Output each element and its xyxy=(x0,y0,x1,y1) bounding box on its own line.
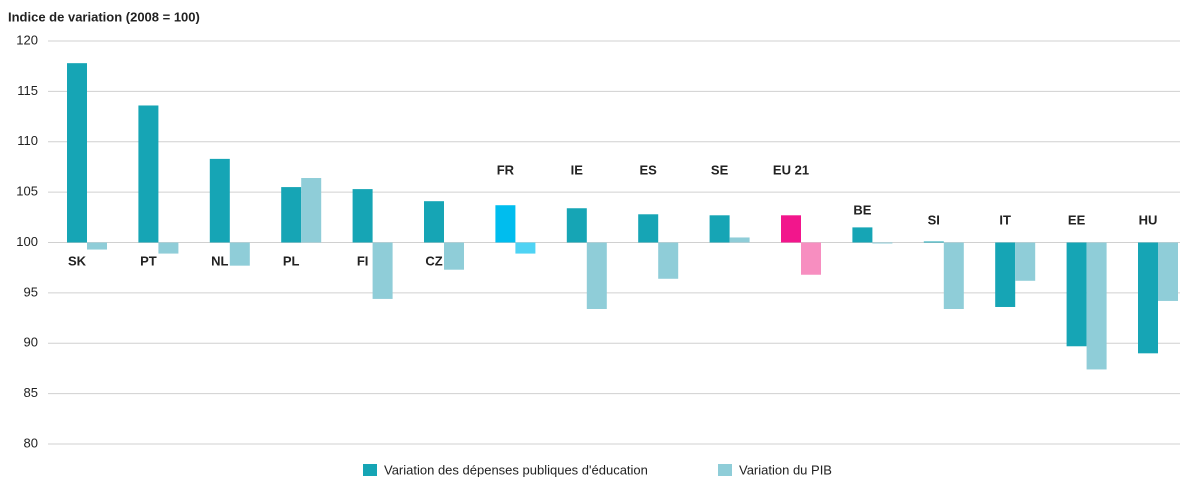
category-label: HU xyxy=(1139,212,1158,227)
category-label: IT xyxy=(999,212,1011,227)
y-tick-label: 85 xyxy=(24,385,38,400)
bar xyxy=(586,242,607,309)
bar xyxy=(658,242,679,279)
category-label: PT xyxy=(140,253,157,268)
bar xyxy=(87,242,107,250)
bar xyxy=(1086,242,1107,370)
bar xyxy=(301,178,322,243)
bar xyxy=(566,208,587,243)
bar xyxy=(67,63,87,243)
category-label: SI xyxy=(928,212,940,227)
bar xyxy=(1015,242,1036,281)
legend-label: Variation des dépenses publiques d'éduca… xyxy=(384,462,648,477)
bar xyxy=(872,242,893,244)
bar xyxy=(1138,242,1158,354)
category-label: SK xyxy=(68,253,87,268)
bar xyxy=(424,201,444,243)
y-tick-label: 105 xyxy=(16,184,38,199)
bar xyxy=(158,242,179,254)
bar xyxy=(352,189,373,243)
category-label: EE xyxy=(1068,212,1086,227)
bar xyxy=(852,227,873,243)
y-tick-label: 95 xyxy=(24,284,38,299)
bar xyxy=(515,242,536,254)
bar xyxy=(781,215,801,243)
bar xyxy=(495,205,516,243)
chart-title: Indice de variation (2008 = 100) xyxy=(8,9,200,24)
legend-swatch xyxy=(718,464,732,476)
bar xyxy=(801,242,821,275)
y-tick-label: 100 xyxy=(16,234,38,249)
bar xyxy=(729,237,750,243)
category-label: BE xyxy=(853,202,871,217)
bar xyxy=(923,241,944,243)
bar xyxy=(281,187,302,243)
y-tick-label: 120 xyxy=(16,32,38,47)
category-label: CZ xyxy=(425,253,442,268)
bar xyxy=(943,242,964,309)
bar xyxy=(1158,242,1178,301)
category-label: NL xyxy=(211,253,228,268)
category-label: FR xyxy=(497,162,515,177)
bar xyxy=(444,242,464,270)
bar xyxy=(138,105,159,243)
y-tick-label: 90 xyxy=(24,335,38,350)
category-label: FI xyxy=(357,253,369,268)
bar xyxy=(709,215,730,243)
category-label: PL xyxy=(283,253,300,268)
bar xyxy=(229,242,250,266)
bar xyxy=(372,242,393,299)
bar xyxy=(995,242,1016,307)
category-label: ES xyxy=(640,162,658,177)
category-label: SE xyxy=(711,162,729,177)
category-label: IE xyxy=(571,162,584,177)
category-label: EU 21 xyxy=(773,162,809,177)
y-tick-label: 115 xyxy=(17,83,38,98)
bar xyxy=(209,158,230,243)
legend-label: Variation du PIB xyxy=(739,462,832,477)
y-tick-label: 80 xyxy=(24,435,38,450)
y-tick-label: 110 xyxy=(17,133,38,148)
bar xyxy=(638,214,659,243)
legend-swatch xyxy=(363,464,377,476)
bar xyxy=(1066,242,1087,347)
